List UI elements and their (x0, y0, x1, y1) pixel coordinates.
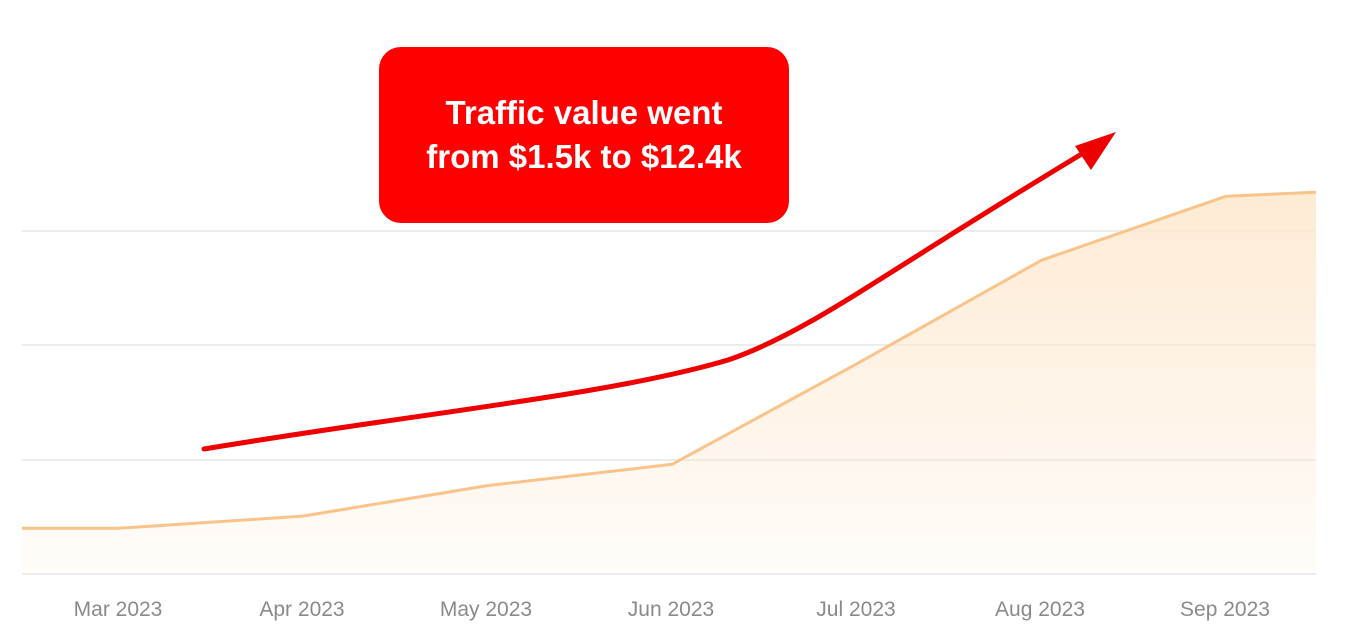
x-tick-label: Jun 2023 (628, 598, 714, 621)
trend-arrow (201, 132, 1116, 452)
annotation-line-1: Traffic value went (445, 94, 723, 131)
series-area (22, 190, 1317, 574)
trend-arrow-head (1075, 132, 1116, 170)
x-tick-label: Jul 2023 (816, 598, 895, 621)
series-area-fill (22, 192, 1316, 574)
x-tick-label: May 2023 (440, 598, 532, 621)
annotation-callout: Traffic value went from $1.5k to $12.4k (379, 47, 789, 223)
x-tick-label: Sep 2023 (1180, 598, 1270, 621)
x-axis-ticks: Mar 2023 Apr 2023 May 2023 Jun 2023 Jul 2023… (74, 598, 1270, 621)
x-tick-label: Mar 2023 (74, 598, 163, 621)
annotation-line-2: from $1.5k to $12.4k (426, 138, 742, 175)
x-tick-label: Apr 2023 (259, 598, 344, 621)
x-tick-label: Aug 2023 (995, 598, 1085, 621)
trend-arrow-shaft (201, 146, 1093, 452)
